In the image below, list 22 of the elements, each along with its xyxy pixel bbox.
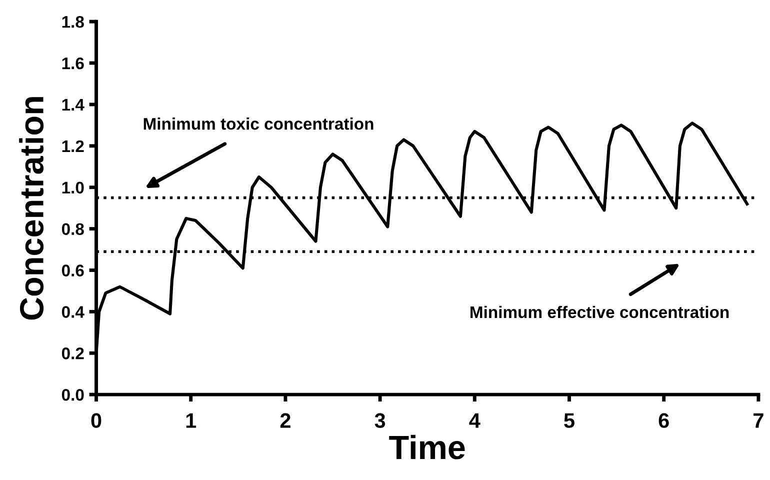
x-axis-title: Time <box>389 434 465 460</box>
y-tick-label: 0.6 <box>62 264 84 276</box>
y-tick-label: 0.0 <box>62 388 84 401</box>
annotation: Minimum toxic concentration <box>144 118 374 130</box>
y-tick-label: 1.2 <box>62 140 84 152</box>
y-tick-label: 1.4 <box>62 99 84 111</box>
y-tick-label: 1.0 <box>62 182 84 194</box>
y-tick-label: 1.6 <box>62 57 84 70</box>
x-tick-label: 4 <box>469 413 480 428</box>
x-tick-label: 5 <box>564 413 574 428</box>
x-tick-label: 0 <box>91 413 102 428</box>
annotation: Minimum effective concentration <box>470 306 729 318</box>
y-tick-label: 0.2 <box>62 348 84 360</box>
y-tick-label: 1.8 <box>62 16 84 28</box>
x-tick-label: 3 <box>374 413 386 428</box>
x-tick-label: 7 <box>754 413 764 428</box>
y-tick-label: 0.8 <box>62 223 84 236</box>
x-tick-label: 1 <box>186 413 196 428</box>
x-tick-label: 2 <box>280 413 290 428</box>
x-tick-label: 6 <box>658 413 669 428</box>
y-axis-title: Concentration <box>19 97 44 320</box>
y-tick-label: 0.4 <box>62 306 84 318</box>
